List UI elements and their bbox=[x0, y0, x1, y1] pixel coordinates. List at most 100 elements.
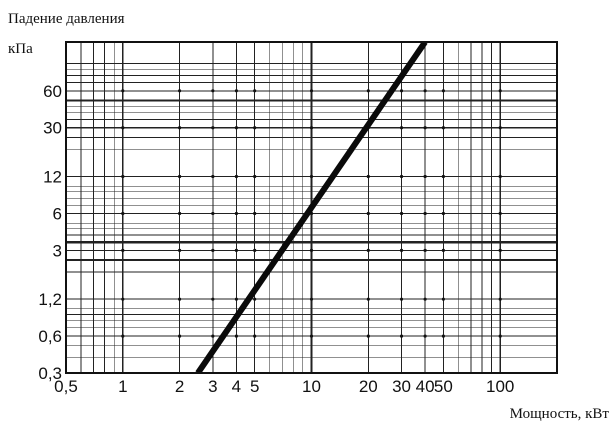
grid-intersection-dot bbox=[121, 89, 125, 93]
grid-intersection-dot bbox=[498, 126, 502, 130]
grid-intersection-dot bbox=[441, 89, 445, 93]
grid-intersection-dot bbox=[366, 297, 370, 301]
grid-intersection-dot bbox=[178, 126, 182, 130]
x-axis-title: Мощность, кВт bbox=[510, 406, 610, 422]
grid-intersection-dot bbox=[498, 174, 502, 179]
grid-intersection-dot bbox=[121, 297, 125, 301]
y-tick-label: 60 bbox=[43, 82, 62, 101]
grid-intersection-dot bbox=[399, 174, 404, 179]
x-tick-label: 100 bbox=[486, 377, 514, 396]
grid-intersection-dot bbox=[441, 174, 445, 179]
grid-intersection-dot bbox=[498, 297, 502, 301]
grid-intersection-dot bbox=[211, 211, 215, 216]
grid-intersection-dot bbox=[234, 211, 239, 216]
y-tick-label: 1,2 bbox=[38, 290, 62, 309]
x-tick-label: 40 bbox=[416, 377, 435, 396]
grid-intersection-dot bbox=[211, 89, 215, 93]
x-tick-label: 30 bbox=[392, 377, 411, 396]
grid-intersection-dot bbox=[253, 334, 257, 338]
grid-intersection-dot bbox=[423, 89, 427, 93]
grid-intersection-dot bbox=[234, 89, 239, 93]
grid-intersection-dot bbox=[498, 211, 502, 216]
grid-intersection-dot bbox=[423, 297, 427, 301]
grid-intersection-dot bbox=[399, 248, 404, 252]
plot-frame bbox=[65, 41, 558, 374]
grid-intersection-dot bbox=[178, 334, 182, 338]
grid-intersection-dot bbox=[366, 174, 370, 179]
grid-intersection-dot bbox=[234, 334, 239, 338]
grid-intersection-dot bbox=[211, 334, 215, 338]
grid-intersection-dot bbox=[441, 248, 445, 252]
grid-intersection-dot bbox=[309, 174, 314, 179]
grid-intersection-dot bbox=[121, 211, 125, 216]
grid-intersection-dot bbox=[423, 126, 427, 130]
grid-intersection-dot bbox=[399, 89, 404, 93]
y-tick-label: 3 bbox=[53, 241, 62, 260]
x-tick-label: 20 bbox=[359, 377, 378, 396]
grid-intersection-dot bbox=[178, 297, 182, 301]
y-tick-labels: 0,3 0,6 1,2 3 6 12 30 60 bbox=[38, 82, 62, 383]
grid-intersection-dot bbox=[253, 297, 257, 301]
grid-intersection-dot bbox=[211, 174, 215, 179]
grid-intersection-dot bbox=[441, 126, 445, 130]
y-tick-label: 30 bbox=[43, 119, 62, 138]
x-tick-label: 0,5 bbox=[54, 377, 78, 396]
grid-intersection-dot bbox=[121, 126, 125, 130]
series-layer bbox=[195, 42, 428, 373]
grid-intersection-dot bbox=[309, 89, 314, 93]
grid-intersection-dot bbox=[178, 89, 182, 93]
x-tick-label: 1 bbox=[118, 377, 127, 396]
grid-intersection-dot bbox=[498, 89, 502, 93]
grid-intersection-dot bbox=[211, 126, 215, 130]
grid-intersection-dot bbox=[366, 334, 370, 338]
grid-intersection-dot bbox=[253, 126, 257, 130]
grid-intersection-dot bbox=[366, 211, 370, 216]
grid-intersection-dot bbox=[423, 174, 427, 179]
grid-intersection-dot bbox=[399, 126, 404, 130]
y-tick-label: 0,6 bbox=[38, 327, 62, 346]
grid-intersection-dot bbox=[253, 89, 257, 93]
x-tick-labels: 0,5 1 2 3 4 5 10 20 30 40 50 100 bbox=[54, 377, 514, 396]
x-tick-label: 5 bbox=[250, 377, 259, 396]
y-tick-label: 12 bbox=[43, 168, 62, 187]
x-tick-label: 50 bbox=[434, 377, 453, 396]
y-tick-label: 6 bbox=[53, 204, 62, 223]
grid-intersection-dot bbox=[211, 297, 215, 301]
grid-intersection-dot bbox=[441, 334, 445, 338]
grid-intersection-dot bbox=[309, 334, 314, 338]
grid-intersection-dot bbox=[178, 211, 182, 216]
x-tick-label: 4 bbox=[232, 377, 241, 396]
grid-intersection-dot bbox=[366, 89, 370, 93]
series-line bbox=[195, 42, 428, 373]
grid-intersection-dot bbox=[234, 297, 239, 301]
x-tick-label: 3 bbox=[208, 377, 217, 396]
grid-intersection-dot bbox=[399, 297, 404, 301]
grid-intersection-dot bbox=[178, 248, 182, 252]
grid-intersection-dot bbox=[234, 174, 239, 179]
grid-intersection-dot bbox=[441, 297, 445, 301]
grid-intersection-dot bbox=[309, 248, 314, 252]
grid-intersection-dot bbox=[498, 334, 502, 338]
y-tick-label: 0,3 bbox=[38, 364, 62, 383]
grid-intersection-dot bbox=[423, 211, 427, 216]
grid bbox=[66, 42, 557, 373]
grid-intersection-dot bbox=[234, 248, 239, 252]
grid-intersection-dot bbox=[121, 248, 125, 252]
grid-intersection-dot bbox=[423, 334, 427, 338]
grid-intersection-dot bbox=[309, 297, 314, 301]
grid-intersection-dot bbox=[121, 334, 125, 338]
grid-intersection-dot bbox=[309, 126, 314, 130]
grid-intersection-dot bbox=[234, 126, 239, 130]
x-tick-label: 2 bbox=[175, 377, 184, 396]
grid-intersection-dot bbox=[423, 248, 427, 252]
grid-intersection-dot bbox=[253, 248, 257, 252]
grid-intersection-dot bbox=[211, 248, 215, 252]
grid-intersection-dot bbox=[178, 174, 182, 179]
x-tick-label: 10 bbox=[302, 377, 321, 396]
grid-intersection-dot bbox=[253, 211, 257, 216]
grid-intersection-dot bbox=[366, 248, 370, 252]
grid-intersection-dot bbox=[441, 211, 445, 216]
grid-intersections bbox=[121, 89, 502, 338]
grid-intersection-dot bbox=[498, 248, 502, 252]
